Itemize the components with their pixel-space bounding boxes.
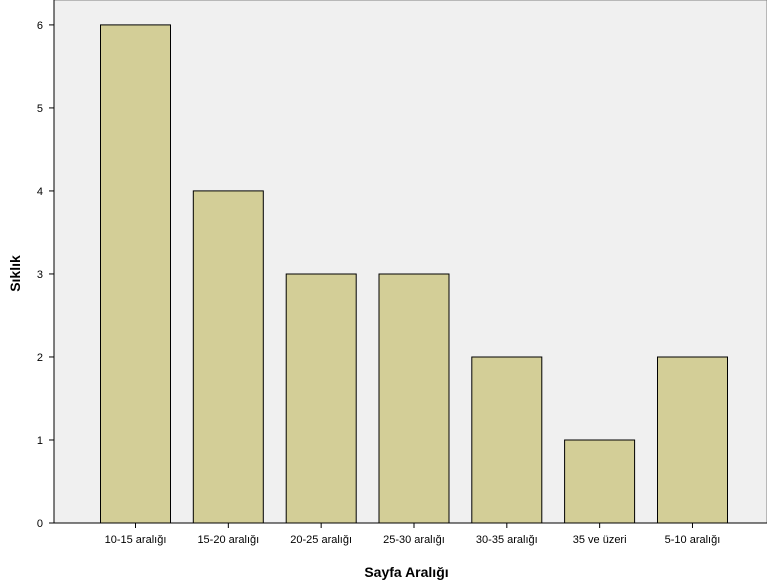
bar-6 [657,356,728,524]
x-tick-label: 30-35 aralığı [476,534,538,546]
y-tick-label: 4 [37,186,43,198]
x-tick-label: 20-25 aralığı [290,534,352,546]
bar-4 [471,356,543,524]
y-axis-ticks: 0 1 2 3 4 5 6 [37,20,54,530]
x-tick-label: 15-20 aralığı [197,534,259,546]
y-tick-label: 1 [37,435,43,447]
x-tick-label: 25-30 aralığı [383,534,445,546]
y-tick-label: 0 [37,518,43,530]
bar-1 [192,190,264,524]
x-tick-label: 5-10 aralığı [665,534,721,546]
y-tick-label: 3 [37,269,43,281]
y-tick-label: 6 [37,20,43,32]
x-tick-label: 10-15 aralığı [105,534,167,546]
bar-0 [100,24,171,524]
y-tick-label: 5 [37,103,43,115]
bar-3 [378,273,450,524]
bar-2 [285,273,357,524]
x-axis-title: Sayfa Aralığı [364,564,448,580]
x-axis-ticks: 10-15 aralığı 15-20 aralığı 20-25 aralığı 2… [105,523,721,546]
bar-group [100,24,728,524]
y-axis-title: Sıklık [7,255,23,292]
y-tick-label: 2 [37,352,43,364]
bar-5 [564,439,636,524]
x-tick-label: 35 ve üzeri [573,534,627,546]
